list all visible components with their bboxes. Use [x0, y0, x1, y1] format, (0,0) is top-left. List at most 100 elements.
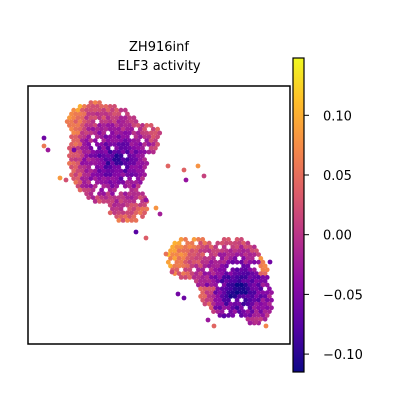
spot-point: [73, 164, 79, 170]
spot-point: [230, 305, 236, 311]
spot-point: [137, 134, 143, 140]
spot-point: [92, 168, 98, 174]
spot-point: [241, 240, 247, 246]
spot-point: [208, 259, 214, 265]
spot-point: [88, 183, 94, 189]
spot-point: [221, 305, 227, 311]
spot-point: [241, 309, 247, 314]
spot-point: [219, 286, 225, 292]
spot-point: [69, 157, 74, 163]
spot-point: [84, 183, 89, 189]
spot-point: [183, 252, 188, 257]
colorbar-tick-label: −0.05: [323, 288, 363, 303]
spot-point: [125, 195, 130, 201]
spot-point: [84, 130, 89, 136]
spot-point: [135, 130, 141, 136]
spot-point: [181, 248, 186, 254]
spot-point: [178, 259, 184, 265]
spot-point: [249, 294, 255, 299]
spot-point: [251, 244, 257, 250]
spot-point: [105, 176, 111, 182]
spot-point: [140, 130, 145, 136]
spot-point: [131, 123, 137, 128]
spot-point: [118, 115, 124, 121]
spot-point: [127, 123, 132, 128]
spot-point: [249, 271, 255, 276]
spot-point: [116, 119, 122, 124]
spot-point: [129, 218, 135, 223]
spot-point: [157, 130, 163, 136]
spot-point: [253, 319, 259, 325]
spot-point: [99, 119, 104, 124]
spot-point: [215, 278, 221, 284]
spot-point: [204, 290, 210, 295]
spot-point: [256, 297, 261, 303]
spot-point: [122, 138, 128, 144]
spot-point: [258, 309, 264, 314]
spot-point: [131, 183, 137, 189]
spot-point: [84, 168, 89, 174]
spot-point: [221, 252, 227, 257]
spot-point: [133, 202, 139, 208]
spot-point: [92, 153, 98, 159]
spot-point: [125, 172, 130, 178]
spot-point: [226, 252, 231, 257]
spot-point: [200, 259, 206, 265]
spot-point: [143, 235, 149, 241]
spot-point: [174, 259, 180, 265]
spot-point: [82, 142, 87, 147]
spot-point: [243, 297, 249, 303]
spot-point: [135, 123, 141, 128]
spot-point: [73, 142, 79, 147]
spot-point: [144, 161, 150, 166]
spot-point: [86, 119, 92, 124]
spot-point: [215, 294, 221, 299]
spot-point: [217, 252, 223, 257]
spot-point: [232, 240, 238, 246]
spot-point: [230, 290, 236, 295]
spot-point: [118, 138, 124, 144]
spot-point: [262, 301, 268, 307]
spot-point: [239, 313, 244, 318]
spot-point: [260, 282, 266, 288]
spot-point: [208, 282, 214, 288]
spot-point: [245, 248, 251, 254]
spot-point: [75, 168, 81, 174]
spot-point: [260, 259, 266, 265]
spot-point: [84, 191, 89, 197]
spot-point: [114, 161, 120, 166]
spot-point: [127, 168, 132, 174]
spot-point: [221, 259, 227, 265]
spot-point: [208, 267, 214, 273]
spot-point: [120, 126, 126, 132]
spot-point: [196, 244, 201, 250]
spot-point: [211, 301, 216, 307]
spot-point: [129, 126, 135, 132]
spot-point: [129, 210, 135, 216]
spot-point: [264, 313, 270, 318]
spot-point: [101, 183, 107, 189]
spot-point: [127, 138, 132, 144]
spot-point: [226, 237, 231, 242]
spot-point: [131, 199, 137, 204]
spot-point: [103, 134, 109, 140]
spot-point: [125, 134, 130, 140]
spot-point: [251, 259, 257, 265]
spot-point: [63, 177, 69, 183]
spot-point: [88, 176, 94, 182]
spot-point: [196, 259, 201, 265]
spot-point: [183, 275, 188, 280]
spot-point: [77, 180, 83, 185]
spot-point: [249, 278, 255, 284]
spot-point: [204, 297, 210, 303]
spot-point: [169, 269, 175, 275]
spot-point: [181, 271, 186, 276]
spot-point: [107, 195, 113, 201]
spot-point: [86, 134, 92, 140]
spot-point: [114, 206, 120, 212]
spot-point: [191, 252, 197, 257]
spot-point: [99, 126, 104, 132]
spot-point: [105, 168, 111, 174]
spot-point: [84, 153, 89, 159]
spot-point: [71, 115, 77, 121]
